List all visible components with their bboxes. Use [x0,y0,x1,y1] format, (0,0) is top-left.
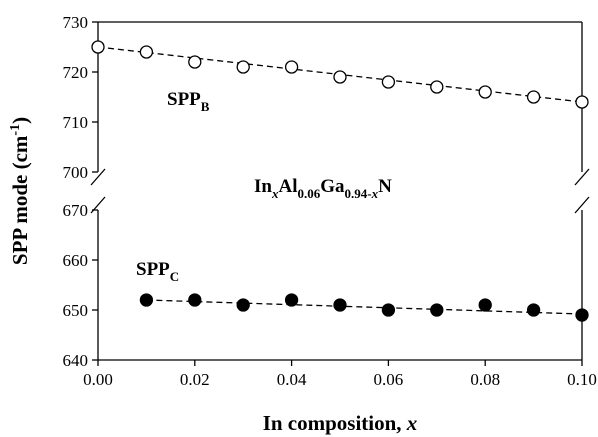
data-point-sppb [430,80,444,94]
data-point-sppc [236,298,250,312]
data-point-sppc [526,303,541,317]
y-tick-label: 730 [63,13,89,32]
y-tick-label: 650 [63,301,89,320]
chart-labels: In composition, x SPP mode (cm-1) SPPB SPPC… [8,89,417,435]
x-tick-label: 0.04 [277,370,307,389]
axis-break-left-upper [90,168,106,186]
y-axis-title: SPP mode (cm-1) [8,117,32,265]
series-label-sppc: SPPC [136,259,179,284]
data-point-sppb [381,75,396,89]
data-point-sppc [430,303,444,317]
x-tick-label: 0.06 [374,370,404,389]
x-axis-title: In composition, x [263,411,418,435]
x-tick-label: 0.00 [83,370,113,389]
data-point-sppb [139,45,154,59]
data-point-sppb [284,60,299,74]
data-point-sppb [188,55,202,69]
x-tick-label: 0.08 [470,370,500,389]
data-point-sppc [284,293,299,307]
x-tick-label: 0.02 [180,370,210,389]
data-point-sppb [236,60,250,74]
data-point-sppb [575,95,589,109]
data-point-sppc [188,293,202,307]
data-point-sppc [575,308,589,322]
trend-line-sppc [146,299,583,315]
x-tick-label: 0.10 [567,370,597,389]
data-point-sppb [91,40,105,54]
y-tick-label: 700 [63,163,89,182]
axis-break-right-upper [574,168,590,186]
data-point-sppc [478,298,492,312]
y-tick-label: 670 [63,201,89,220]
data-point-sppc [139,293,154,307]
y-tick-label: 640 [63,351,89,370]
data-point-sppb [333,70,347,84]
data-point-sppb [478,85,492,99]
data-point-sppc [333,298,347,312]
y-tick-label: 660 [63,251,89,270]
y-tick-label: 710 [63,113,89,132]
data-markers [91,40,589,322]
data-point-sppb [526,90,541,104]
axis-break-right-lower [574,196,590,214]
data-point-sppc [381,303,396,317]
series-label-sppb: SPPB [167,89,210,114]
composition-annotation: InxAl0.06Ga0.94-xN [254,176,392,201]
y-tick-label: 720 [63,63,89,82]
